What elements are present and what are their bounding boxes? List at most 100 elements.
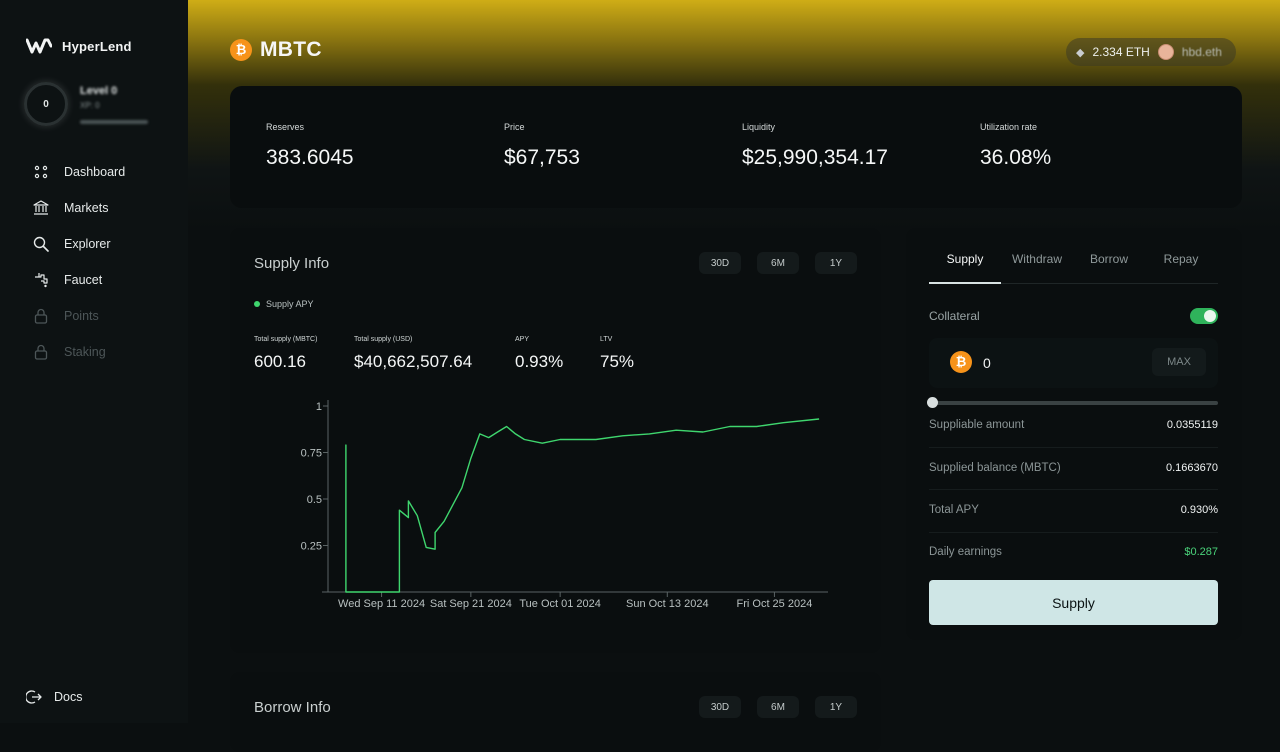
amount-input[interactable] — [981, 350, 1135, 376]
docs-link[interactable]: Docs — [26, 689, 82, 705]
tab-repay[interactable]: Repay — [1163, 252, 1199, 266]
row-label: Daily earnings — [929, 546, 1002, 558]
sidebar-item-label: Dashboard — [64, 165, 126, 179]
level-xp: XP: 0 — [80, 100, 100, 110]
sidebar-item-faucet[interactable]: Faucet — [32, 262, 125, 298]
stat-price: Price $67,753 — [504, 122, 580, 170]
faucet-icon — [32, 271, 50, 289]
docs-label: Docs — [54, 690, 83, 704]
amount-slider[interactable] — [927, 397, 1218, 408]
avatar — [1157, 44, 1174, 60]
asset-header: ₿ MBTC — [230, 38, 322, 62]
divider — [929, 532, 1218, 533]
metric-value: 600.16 — [254, 352, 306, 371]
collateral-label: Collateral — [929, 309, 980, 323]
metric-total-supply-mbtc: Total supply (MBTC) 600.16 — [254, 336, 317, 372]
row-label: Total APY — [929, 504, 979, 516]
tab-borrow[interactable]: Borrow — [1089, 252, 1128, 266]
supply-button[interactable]: Supply — [929, 580, 1218, 625]
metric-label: Total supply (USD) — [354, 336, 413, 343]
stat-liquidity: Liquidity $25,990,354.17 — [742, 122, 888, 170]
sidebar-item-markets[interactable]: Markets — [32, 190, 125, 226]
sidebar-item-label: Staking — [64, 345, 106, 359]
stat-value: $67,753 — [504, 146, 580, 169]
toggle-knob — [1204, 310, 1216, 322]
metric-apy: APY 0.93% — [515, 336, 563, 372]
brand-name: HyperLend — [62, 38, 132, 54]
lock-icon — [32, 343, 50, 361]
bitcoin-icon: ₿ — [230, 39, 252, 61]
sidebar: HyperLend 0 Level 0 XP: 0 Dashboard Mark… — [0, 0, 188, 723]
action-panel: Supply Withdraw Borrow Repay Collateral … — [906, 228, 1242, 640]
max-button[interactable]: MAX — [1152, 348, 1206, 376]
chart-legend: Supply APY — [254, 299, 314, 309]
range-button-1y[interactable]: 1Y — [815, 252, 857, 274]
row-daily-earnings: Daily earnings $0.287 — [929, 546, 1218, 558]
range-button-30d[interactable]: 30D — [699, 696, 741, 718]
sidebar-item-explorer[interactable]: Explorer — [32, 226, 125, 262]
range-button-30d[interactable]: 30D — [699, 252, 741, 274]
wallet-button[interactable]: ◆ 2.334 ETH hbd.eth — [1066, 38, 1236, 66]
range-button-6m[interactable]: 6M — [757, 252, 799, 274]
hyperlend-logo-icon — [26, 38, 52, 54]
stat-value: 383.6045 — [266, 146, 354, 169]
sidebar-item-label: Markets — [64, 201, 109, 215]
stat-label: Utilization rate — [980, 122, 1038, 132]
sidebar-item-label: Points — [64, 309, 99, 323]
range-button-6m[interactable]: 6M — [757, 696, 799, 718]
metric-ltv: LTV 75% — [600, 336, 634, 372]
wallet-balance: 2.334 ETH — [1092, 45, 1150, 59]
borrow-info-card: Borrow Info 30D 6M 1Y — [230, 672, 881, 752]
sidebar-item-dashboard[interactable]: Dashboard — [32, 154, 125, 190]
lock-icon — [32, 307, 50, 325]
level-info: Level 0 XP: 0 — [80, 85, 148, 124]
ethereum-icon: ◆ — [1076, 46, 1085, 59]
search-icon — [32, 235, 50, 253]
user-level[interactable]: 0 Level 0 XP: 0 — [24, 82, 148, 126]
stat-value: 36.08% — [980, 146, 1052, 169]
bank-icon — [32, 199, 50, 217]
supply-info-card: Supply Info 30D 6M 1Y Supply APY Total s… — [230, 228, 881, 653]
row-total-apy: Total APY 0.930% — [929, 504, 1218, 516]
legend-dot — [254, 301, 260, 307]
row-value: 0.0355119 — [1166, 419, 1218, 431]
asset-name: MBTC — [260, 38, 322, 61]
y-tick-label: 0.5 — [307, 494, 322, 506]
level-title: Level 0 — [80, 84, 118, 97]
metric-label: Total supply (MBTC) — [254, 336, 318, 343]
stat-value: $25,990,354.17 — [742, 146, 888, 169]
collateral-toggle[interactable] — [1190, 308, 1218, 324]
stat-label: Price — [504, 122, 525, 132]
metric-value: $40,662,507.64 — [354, 352, 473, 371]
amount-box: ₿ MAX — [929, 338, 1218, 388]
y-tick-label: 0.75 — [301, 448, 322, 460]
x-tick-label: Sun Oct 13 2024 — [626, 598, 709, 610]
ens-name: hbd.eth — [1181, 45, 1222, 59]
range-tabs: 30D 6M 1Y — [699, 696, 857, 718]
metric-total-supply-usd: Total supply (USD) $40,662,507.64 — [354, 336, 472, 372]
card-title: Borrow Info — [254, 699, 331, 716]
range-button-1y[interactable]: 1Y — [815, 696, 857, 718]
stat-label: Liquidity — [742, 122, 776, 132]
row-supplied-balance: Supplied balance (MBTC) 0.1663670 — [929, 462, 1218, 474]
supply-apy-chart: 1 0.75 0.5 0.25 Wed Sep 11 2024 Sat Sep 21 20… — [301, 400, 828, 610]
card-title: Supply Info — [254, 255, 330, 272]
row-value: 0.1663670 — [1166, 462, 1218, 474]
tab-withdraw[interactable]: Withdraw — [1011, 252, 1062, 266]
action-tabs: Supply Withdraw Borrow Repay — [929, 252, 1218, 284]
series-line-supply-apy — [345, 418, 820, 593]
row-value: 0.930% — [1180, 504, 1218, 516]
sidebar-nav: Dashboard Markets Explorer Faucet Points — [32, 154, 125, 370]
brand[interactable]: HyperLend — [26, 38, 132, 54]
sidebar-item-staking: Staking — [32, 334, 125, 370]
row-label: Supplied balance (MBTC) — [929, 462, 1061, 474]
range-tabs: 30D 6M 1Y — [699, 252, 857, 274]
level-badge: 0 — [24, 82, 68, 126]
divider — [929, 447, 1218, 448]
legend-label: Supply APY — [266, 299, 314, 309]
level-progress-bar — [80, 119, 148, 124]
tab-supply[interactable]: Supply — [929, 252, 1001, 284]
dashboard-icon — [32, 163, 50, 181]
sidebar-item-label: Explorer — [64, 237, 111, 251]
slider-thumb[interactable] — [927, 397, 938, 408]
